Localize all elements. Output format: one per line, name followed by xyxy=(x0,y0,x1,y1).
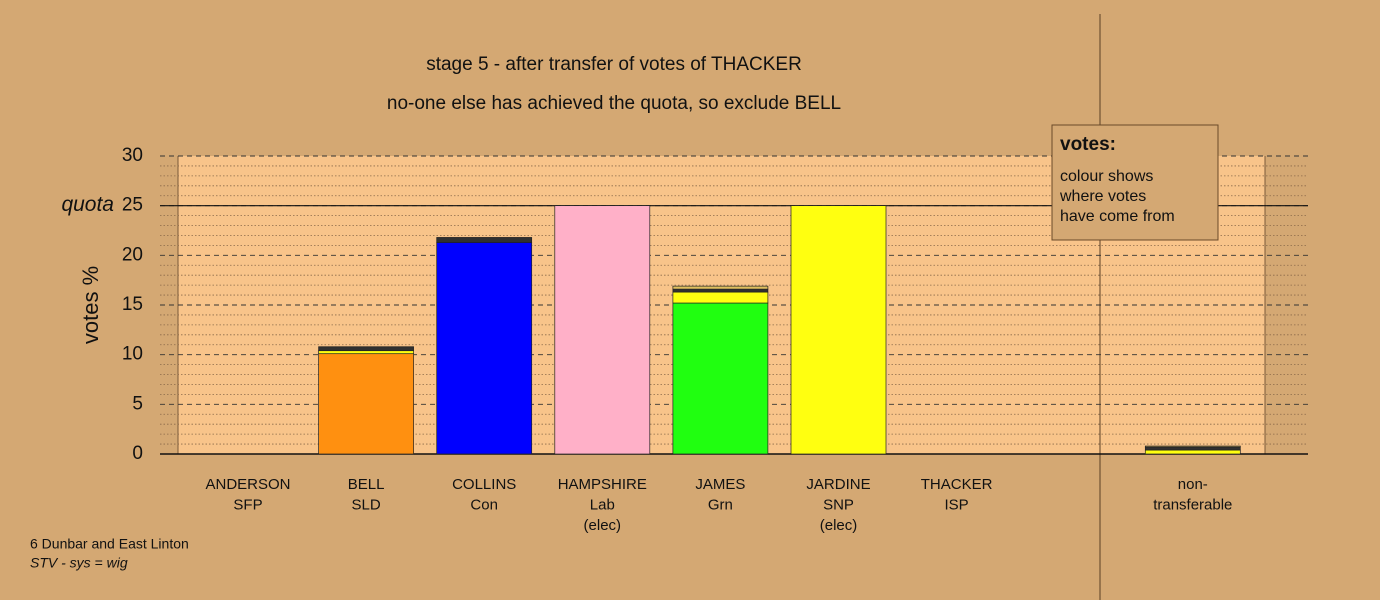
bar-segment xyxy=(672,302,769,455)
legend-text: where votes xyxy=(1059,188,1146,205)
bar-segment xyxy=(672,285,769,290)
x-tick-label: Grn xyxy=(708,496,733,513)
x-tick-label: ISP xyxy=(945,496,969,513)
bar-segment xyxy=(318,353,414,455)
y-tick-label: 30 xyxy=(122,145,143,166)
x-tick-label: SNP xyxy=(823,496,854,513)
x-tick-label: Lab xyxy=(590,496,615,513)
y-tick-label: 10 xyxy=(122,344,143,365)
bar-segment xyxy=(554,205,651,455)
bar-segment xyxy=(1144,445,1241,448)
bar-segment xyxy=(1144,449,1241,455)
x-tick-label: JARDINE xyxy=(806,476,870,493)
x-tick-label: (elec) xyxy=(584,517,622,534)
legend-text: have come from xyxy=(1060,208,1175,225)
x-tick-label: (elec) xyxy=(820,517,858,534)
footer: 6 Dunbar and East Linton xyxy=(30,536,189,552)
y-tick-label: 15 xyxy=(122,294,143,315)
x-tick-label: ANDERSON xyxy=(205,476,290,493)
bar-segment xyxy=(436,242,533,455)
legend-text: colour shows xyxy=(1060,168,1153,185)
x-tick-label: SFP xyxy=(233,496,262,513)
bar-segment xyxy=(1144,446,1241,451)
x-tick-label: THACKER xyxy=(921,476,993,493)
quota-label: quota xyxy=(61,193,114,216)
y-tick-label: 0 xyxy=(132,443,143,464)
x-tick-label: HAMPSHIRE xyxy=(558,476,647,493)
bar-segment xyxy=(436,237,533,243)
x-tick-label: COLLINS xyxy=(452,476,516,493)
chart-title: stage 5 - after transfer of votes of THA… xyxy=(426,54,802,75)
x-tick-label: non- xyxy=(1178,476,1208,493)
legend-box xyxy=(1051,124,1219,241)
y-axis-label: votes % xyxy=(78,266,103,344)
x-tick-label: Con xyxy=(470,496,498,513)
x-tick-label: BELL xyxy=(348,476,385,493)
footer: STV - sys = wig xyxy=(30,555,128,571)
x-tick-label: SLD xyxy=(352,496,381,513)
x-tick-label: JAMES xyxy=(695,476,745,493)
y-tick-label: 20 xyxy=(122,244,143,265)
chart-subtitle: no-one else has achieved the quota, so e… xyxy=(387,93,841,114)
y-tick-label: 5 xyxy=(132,393,143,414)
legend-title: votes: xyxy=(1060,134,1116,155)
bar-segment xyxy=(672,288,769,293)
x-tick-label: transferable xyxy=(1153,496,1232,513)
bar-segment xyxy=(790,205,887,455)
y-tick-label: 25 xyxy=(122,195,143,216)
bar-segment xyxy=(318,350,414,355)
bar-segment xyxy=(672,291,769,304)
bar-segment xyxy=(318,346,414,352)
